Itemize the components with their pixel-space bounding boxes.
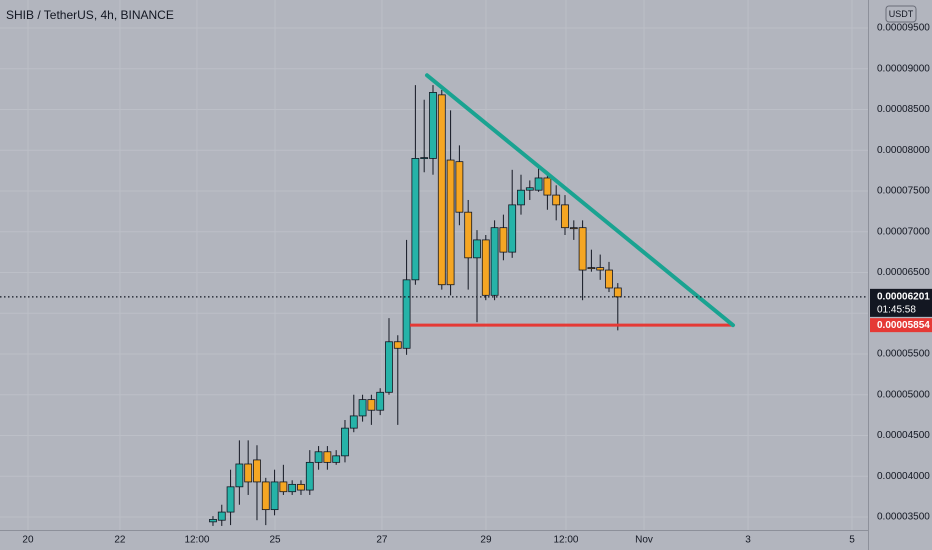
- candle-body: [605, 269, 613, 289]
- candle-body: [411, 158, 420, 281]
- candle-body: [314, 451, 323, 463]
- x-tick-label: 5: [849, 535, 855, 546]
- candle-body: [341, 427, 349, 457]
- candle-body: [288, 483, 297, 493]
- y-tick-label: 0.00003500: [877, 512, 930, 523]
- x-tick-label: 12:00: [184, 535, 209, 546]
- candle-body: [270, 481, 279, 511]
- candle-body: [534, 177, 543, 191]
- candle-body: [385, 341, 393, 393]
- candle-body: [517, 189, 525, 206]
- candle-body: [464, 211, 473, 259]
- last-price-tag: [870, 288, 932, 317]
- candle-body: [332, 455, 341, 463]
- y-tick-label: 0.00004000: [877, 471, 930, 482]
- candle-body: [552, 194, 561, 206]
- candle-body: [217, 511, 226, 521]
- candle-body: [297, 483, 305, 491]
- x-tick-label: 25: [269, 535, 281, 546]
- candle-body: [437, 94, 446, 286]
- candle-body: [393, 341, 402, 349]
- y-tick-label: 0.00005500: [877, 349, 930, 360]
- candle-body: [376, 391, 385, 411]
- y-tick-label: 0.00008500: [877, 104, 930, 115]
- candle-body: [525, 187, 534, 191]
- y-tick-label: 0.00007000: [877, 226, 930, 237]
- marks: [209, 85, 622, 526]
- candle-body: [209, 519, 217, 523]
- x-tick-label: Nov: [635, 535, 653, 546]
- y-tick-label: 0.00009500: [877, 23, 930, 34]
- candle-body: [561, 204, 569, 229]
- candle-body: [481, 239, 490, 296]
- overlay: [0, 73, 868, 328]
- candle-body: [455, 161, 464, 213]
- currency-badge[interactable]: [885, 5, 917, 23]
- candle-body: [235, 463, 244, 488]
- candle-body: [499, 227, 508, 253]
- candle-body: [261, 481, 270, 511]
- last-price-label: 0.00006201: [877, 292, 930, 303]
- y-tick-label: 0.00007500: [877, 186, 930, 197]
- candle-body: [429, 92, 437, 159]
- candle-body: [490, 227, 499, 296]
- candle-body: [402, 279, 411, 349]
- support-label: 0.00005854: [877, 320, 930, 331]
- candle-body: [279, 481, 288, 493]
- y-tick-label: 0.00009000: [877, 63, 930, 74]
- x-tick-label: 12:00: [553, 535, 578, 546]
- candle-body: [473, 239, 481, 259]
- currency-label: USDT: [889, 9, 914, 19]
- candle-body: [420, 157, 429, 159]
- candle-body: [446, 159, 455, 286]
- candle-body: [367, 399, 376, 411]
- y-tick-label: 0.00005000: [877, 389, 930, 400]
- candle-body: [323, 451, 332, 463]
- y-tick-label: 0.00006500: [877, 267, 930, 278]
- x-tick-label: 20: [22, 535, 34, 546]
- candle-body: [349, 415, 358, 429]
- y-tick-label: 0.00004500: [877, 430, 930, 441]
- candle-body: [305, 461, 314, 491]
- support-tag: [870, 318, 932, 333]
- candle-body: [596, 267, 605, 271]
- x-tick-label: 27: [376, 535, 388, 546]
- candle-body: [358, 399, 367, 417]
- candle-body: [543, 177, 552, 196]
- candle-body: [578, 227, 587, 271]
- x-tick-label: 3: [745, 535, 751, 546]
- candle-body: [587, 267, 596, 270]
- candle-body: [613, 287, 622, 298]
- candle-body: [569, 227, 578, 230]
- candle-body: [244, 463, 253, 483]
- y-tick-label: 0.00008000: [877, 145, 930, 156]
- chart-title: SHIB / TetherUS, 4h, BINANCE: [6, 8, 174, 22]
- candle-body: [253, 459, 261, 483]
- x-tick-label: 22: [114, 535, 126, 546]
- candle-body: [508, 204, 517, 253]
- x-tick-label: 29: [480, 535, 492, 546]
- countdown-label: 01:45:58: [877, 305, 916, 316]
- candle-body: [226, 486, 235, 513]
- trendline: [425, 73, 735, 328]
